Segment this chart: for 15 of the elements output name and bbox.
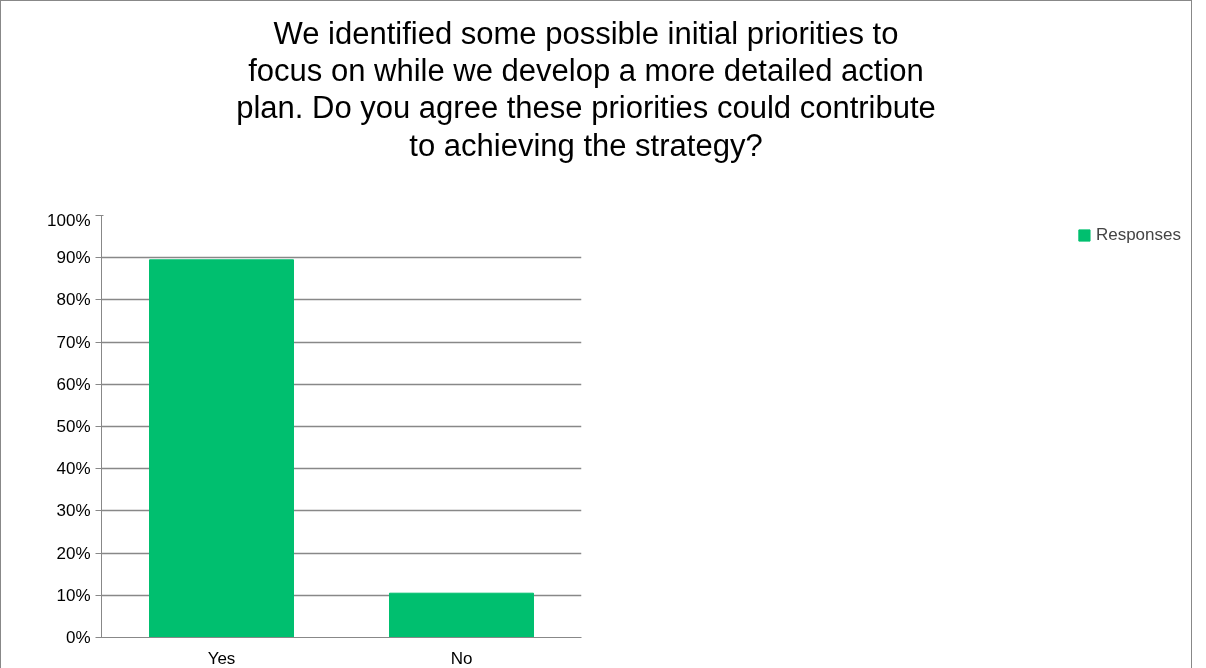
legend-label: Responses: [1095, 225, 1181, 245]
y-tick-label: 70%: [56, 332, 91, 352]
x-tick-label: Yes: [207, 648, 236, 668]
y-tick-label: 60%: [56, 374, 91, 394]
y-tick-label: 50%: [56, 417, 91, 436]
y-tick-label: 30%: [56, 501, 91, 521]
y-tick-label: 20%: [56, 543, 91, 563]
y-tick-label: 100%: [47, 210, 91, 230]
y-tick-label: 40%: [56, 459, 91, 479]
y-tick-label: 0%: [65, 628, 91, 647]
chart-title: We identified some possible initial priorities to focus on while we develop a more detailed action plan. Do you agree these priorities could contribute to achieving the strategy?: [236, 15, 936, 164]
x-tick-label: No: [450, 648, 473, 668]
y-tick-label: 10%: [56, 585, 91, 605]
y-tick-label: 90%: [56, 248, 91, 268]
y-tick-label: 80%: [56, 290, 91, 310]
